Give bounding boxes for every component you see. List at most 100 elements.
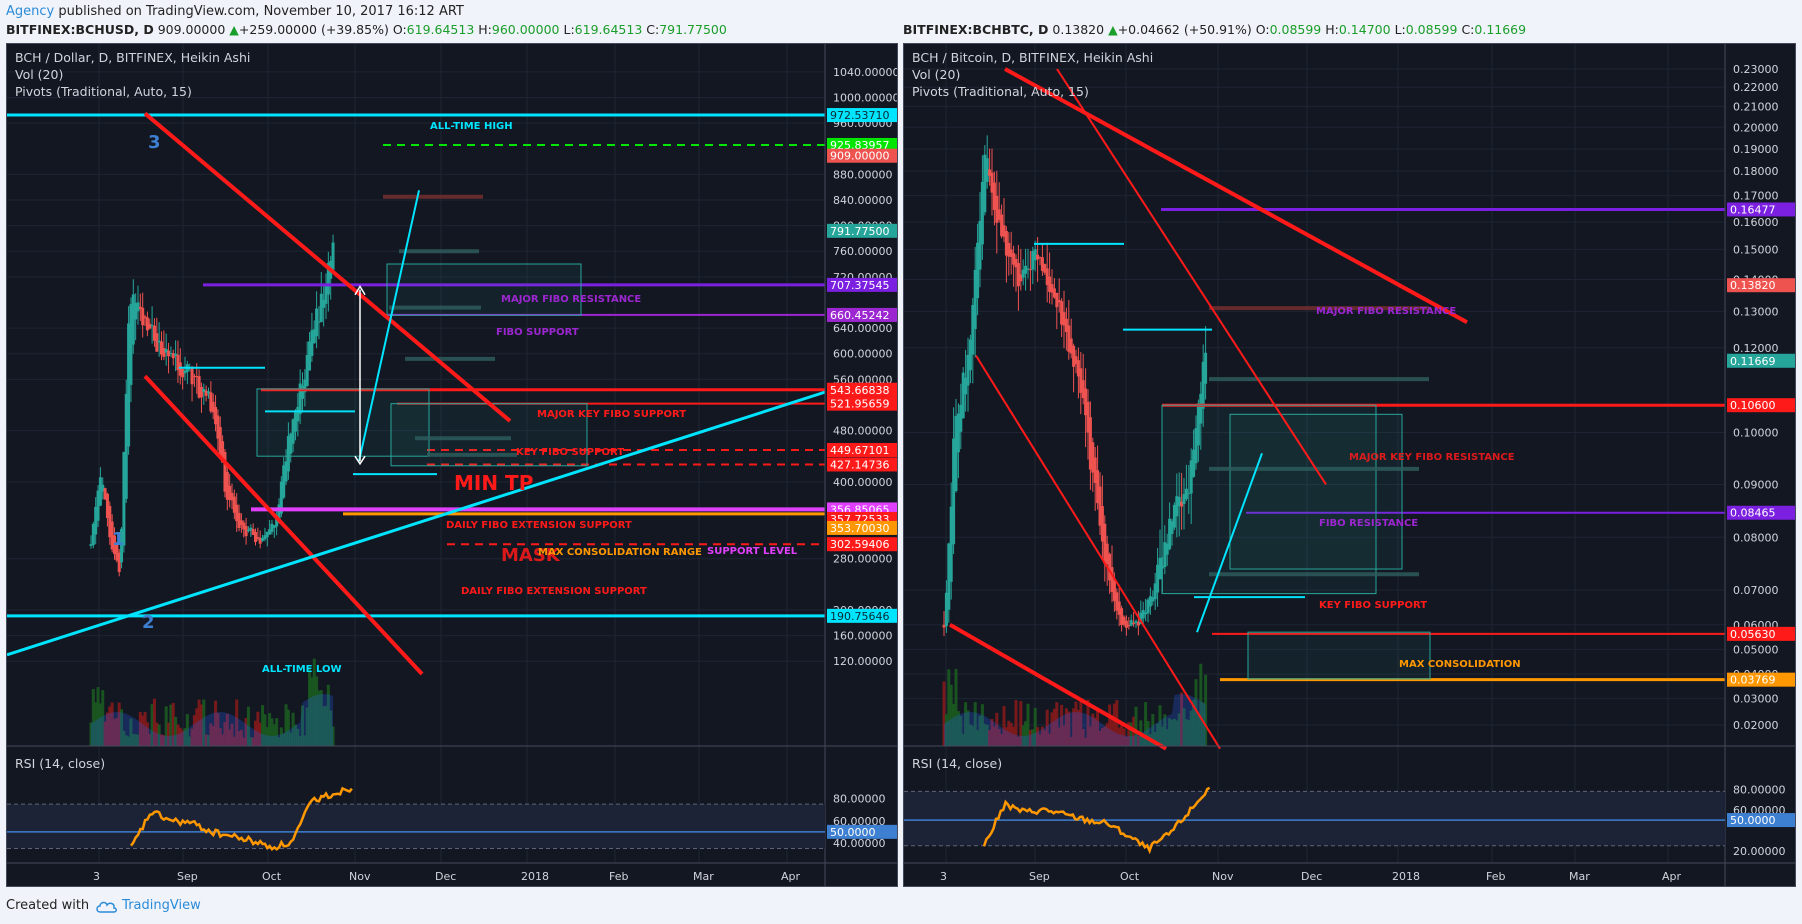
annotation-key-fibo-support: KEY FIBO SUPPORT: [1319, 600, 1427, 611]
volume-bar: [1069, 736, 1073, 746]
candle: [265, 531, 269, 538]
candle: [959, 404, 963, 432]
annotation-daily-fibo-ext-1: DAILY FIBO EXTENSION SUPPORT: [446, 520, 632, 531]
date-tick-label: Mar: [1569, 870, 1590, 883]
candle: [1110, 567, 1114, 592]
open-value: 0.08599: [1269, 22, 1322, 37]
candle: [1192, 449, 1196, 477]
volume-bar: [108, 706, 112, 746]
candle: [1144, 612, 1148, 615]
price-tick-label: 0.03000: [1733, 693, 1779, 706]
volume-bar: [157, 724, 161, 746]
candle: [947, 543, 951, 610]
volume-bar: [1057, 727, 1061, 746]
volume-bar: [178, 727, 182, 746]
candle: [1117, 601, 1121, 615]
candle: [966, 354, 970, 386]
volume-bar: [1201, 702, 1205, 746]
candle: [1040, 257, 1044, 271]
candle: [1153, 583, 1157, 600]
volume-bar: [971, 726, 975, 746]
volume-bar: [138, 711, 142, 746]
candle: [258, 537, 262, 544]
tradingview-link[interactable]: TradingView: [95, 898, 201, 913]
candle: [239, 520, 243, 525]
close-value: 0.11669: [1474, 22, 1527, 37]
volume-bar: [150, 704, 154, 746]
candle: [242, 522, 246, 530]
volume-bar: [239, 729, 243, 746]
volume-bar: [275, 718, 279, 746]
candle: [1189, 460, 1193, 494]
volume-bar: [1124, 737, 1128, 746]
volume-bar: [1060, 704, 1064, 746]
volume-bar: [199, 704, 203, 746]
candle: [1122, 616, 1126, 625]
high-label: H:: [478, 22, 492, 37]
time-axis[interactable]: 3 Sep Oct Nov Dec 2018 Feb Mar Apr: [93, 870, 801, 883]
date-tick-label: Apr: [781, 870, 801, 883]
chart-canvas[interactable]: 1040.000001000.00000960.00000880.0000084…: [7, 44, 898, 887]
volume-bar: [209, 723, 213, 746]
date-tick-label: Apr: [1662, 870, 1682, 883]
volume-bar: [98, 703, 102, 746]
volume-bar: [1110, 715, 1114, 746]
candle: [1033, 249, 1037, 261]
close-label: C:: [1461, 22, 1475, 37]
candle: [1115, 592, 1119, 611]
candle: [1184, 488, 1188, 500]
chart-panel-bchusd[interactable]: 1040.00000 1000.00000 960.00000 880.00000 84…: [6, 43, 898, 887]
chart-canvas[interactable]: 0.23000 0.22000 0.21000 0.20000 0.19000 0.180…: [904, 44, 1796, 887]
volume-bar: [1129, 722, 1133, 746]
candle: [251, 529, 255, 535]
drawings: [949, 67, 1725, 751]
rsi-pane: [7, 786, 825, 851]
author-link[interactable]: Agency: [6, 4, 55, 19]
rsi-tick-label: 80.00000: [1733, 783, 1786, 796]
price-tick-label: 160.00000: [833, 630, 893, 643]
grid: [904, 44, 1725, 863]
volume-bar: [1055, 702, 1059, 746]
trendline-projection: [1196, 452, 1263, 633]
close-value: 791.77500: [659, 22, 727, 37]
candle: [1088, 417, 1092, 470]
volume-bar: [1038, 734, 1042, 746]
candle: [308, 341, 312, 371]
volume-bar: [117, 702, 121, 746]
volume-bar: [317, 690, 321, 746]
annotation-max-consolidation: MAX CONSOLIDATION RANGE: [538, 547, 702, 558]
candle: [990, 172, 994, 193]
volume-bar: [1108, 704, 1112, 746]
date-tick-label: Feb: [1486, 870, 1505, 883]
time-axis[interactable]: 3 Sep Oct Nov Dec 2018 Feb Mar Apr: [940, 870, 1682, 883]
high-value: 960.00000: [491, 22, 560, 37]
price-tick-label: 400.00000: [833, 476, 893, 489]
candle: [246, 529, 250, 532]
candle: [1100, 506, 1104, 542]
volume-bar: [96, 687, 100, 746]
candle: [1009, 249, 1013, 257]
candle: [1141, 610, 1145, 619]
volume-bar: [1004, 727, 1008, 746]
annotation-major-key-fibo-resistance: MAJOR KEY FIBO RESISTANCE: [1349, 452, 1515, 463]
volume-bar: [329, 710, 333, 746]
candle: [298, 383, 302, 415]
candle: [113, 535, 116, 554]
candle: [1175, 496, 1179, 517]
date-tick-label: Sep: [1029, 870, 1050, 883]
volume-bar: [1194, 679, 1198, 746]
price-tick-label: 760.00000: [833, 245, 893, 258]
price-badge-label: 521.95659: [830, 398, 890, 411]
volume-bar: [242, 737, 246, 746]
candle: [192, 375, 196, 377]
candle: [141, 307, 145, 326]
volume-bar: [305, 707, 309, 746]
volume-bar: [89, 722, 93, 746]
price-tick-label: 0.20000: [1733, 121, 1779, 134]
open-label: O:: [392, 22, 407, 37]
price-badge-label: 302.59406: [830, 538, 890, 551]
chart-panel-bchbtc[interactable]: 0.23000 0.22000 0.21000 0.20000 0.19000 0.180…: [903, 43, 1796, 887]
candle: [1026, 268, 1030, 270]
price-badge: [827, 457, 897, 472]
price-badges: 0.16477 0.13820 0.11669 0.10600 0.08465 0.056…: [1727, 202, 1795, 687]
